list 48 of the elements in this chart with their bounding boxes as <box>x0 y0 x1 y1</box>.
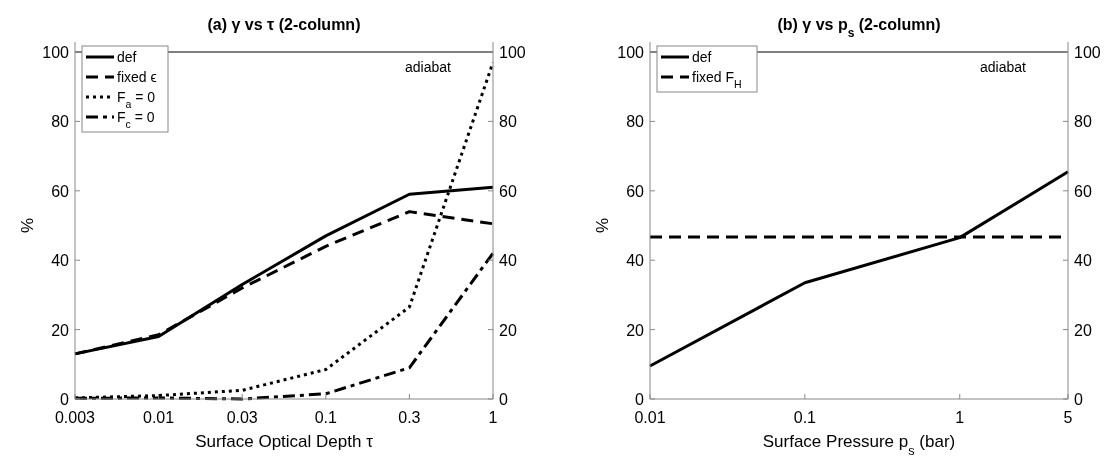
y2-tick-label: 100 <box>1074 44 1101 61</box>
legend-label: F$_{a}$ = 0 <box>117 89 156 110</box>
y2-tick-label: 20 <box>1074 321 1092 339</box>
x-tick-label: 1 <box>955 409 965 426</box>
y2-tick-label: 60 <box>1074 182 1092 200</box>
x-tick-label: 1 <box>488 409 498 426</box>
legend-label: fixed F$_{H}$ <box>692 69 742 90</box>
x-tick-label: 0.003 <box>54 409 96 426</box>
chart-title: (a) γ vs τ (2-column) <box>207 16 361 33</box>
x-tick-label: 0.01 <box>143 409 175 426</box>
x-tick-label: 0.01 <box>634 409 666 426</box>
y-axis-title: % <box>593 217 612 234</box>
y-tick-label: 40 <box>51 252 70 270</box>
legend-label: def <box>117 49 137 65</box>
y2-tick-label: 20 <box>499 321 517 339</box>
y2-tick-label: 60 <box>499 182 517 200</box>
y-tick-label: 100 <box>42 44 70 61</box>
legend-label: fixed ϵ <box>117 69 157 85</box>
y-tick-label: 40 <box>626 252 645 270</box>
y2-tick-label: 0 <box>499 391 508 408</box>
y-tick-label: 60 <box>626 182 645 200</box>
x-tick-label: 0.3 <box>398 409 421 426</box>
y-tick-label: 0 <box>60 391 70 408</box>
y2-tick-label: 100 <box>499 44 526 61</box>
y2-tick-label: 40 <box>499 252 517 270</box>
y-tick-label: 0 <box>635 391 645 408</box>
y-axis-title: % <box>18 217 37 234</box>
y-tick-label: 20 <box>626 321 645 339</box>
x-axis-title: Surface Pressure p$_{s}$ (bar) <box>762 432 956 458</box>
y-tick-label: 80 <box>51 113 70 131</box>
y-tick-label: 100 <box>617 44 645 61</box>
y-tick-label: 60 <box>51 182 70 200</box>
y-tick-label: 80 <box>626 113 645 131</box>
ref-line-label: adiabat <box>405 59 452 75</box>
legend-label: F$_{c}$ = 0 <box>117 109 155 130</box>
x-tick-label: 0.1 <box>314 409 338 426</box>
chart-title: (b) γ vs p$_{s}$ (2-column) <box>777 16 941 40</box>
x-tick-label: 0.03 <box>226 409 258 426</box>
y2-tick-label: 40 <box>1074 252 1092 270</box>
y2-tick-label: 80 <box>1074 113 1092 131</box>
y-tick-label: 20 <box>51 321 70 339</box>
y2-tick-label: 0 <box>1074 391 1083 408</box>
x-tick-label: 5 <box>1063 409 1073 426</box>
y2-tick-label: 80 <box>499 113 517 131</box>
x-axis-title: Surface Optical Depth τ <box>195 432 374 451</box>
ref-line-label: adiabat <box>980 59 1027 75</box>
x-tick-label: 0.1 <box>793 409 817 426</box>
legend-label: def <box>692 49 712 65</box>
